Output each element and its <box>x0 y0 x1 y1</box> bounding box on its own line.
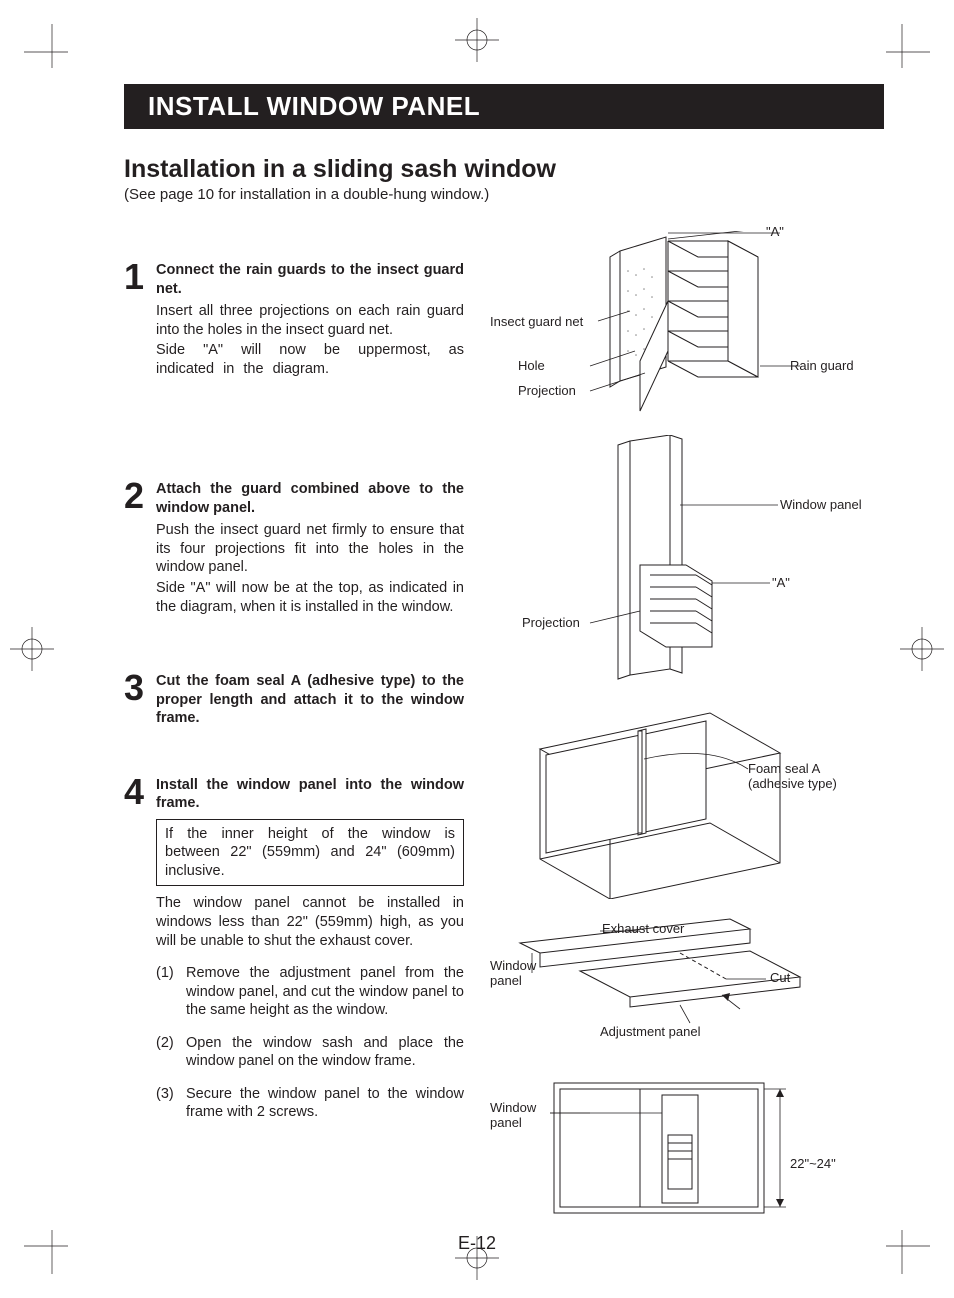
substep-number: (1) <box>156 964 186 1020</box>
step-number: 2 <box>124 480 156 618</box>
crop-mark-tl <box>24 24 68 68</box>
label-insect-guard-net: Insect guard net <box>490 315 583 330</box>
label-adjustment-panel: Adjustment panel <box>600 1025 700 1040</box>
crop-mark-br <box>886 1230 930 1274</box>
label-window-panel-b: panel <box>490 974 522 989</box>
figure-5: Window panel 22"~24" <box>490 1077 884 1237</box>
figure-1: "A" Insect guard net Hole Projection Rai… <box>490 231 884 421</box>
steps-column: 1 Connect the rain guards to the insect … <box>124 231 464 1251</box>
figure-2: Window panel "A" Projection <box>490 435 884 695</box>
step-paragraph: Side "A" will now be at the top, as indi… <box>156 579 464 616</box>
label-a: "A" <box>766 225 784 240</box>
step-number: 3 <box>124 672 156 732</box>
step-paragraph: The window panel cannot be installed in … <box>156 894 464 950</box>
substep-text: Remove the adjustment panel from the win… <box>186 964 464 1020</box>
label-rain-guard: Rain guard <box>790 359 854 374</box>
label-window-panel-a: Window <box>490 1101 536 1116</box>
step-1: 1 Connect the rain guards to the insect … <box>124 261 464 380</box>
label-a: "A" <box>772 576 790 591</box>
substep-number: (2) <box>156 1034 186 1071</box>
label-window-panel: Window panel <box>780 498 862 513</box>
page-number: E-12 <box>458 1233 496 1254</box>
section-subtitle: (See page 10 for installation in a doubl… <box>124 186 884 203</box>
label-exhaust-cover: Exhaust cover <box>602 922 684 937</box>
label-adhesive: (adhesive type) <box>748 777 837 792</box>
step-paragraph: Insert all three projections on each rai… <box>156 302 464 339</box>
substep: (1) Remove the adjustment panel from the… <box>156 964 464 1020</box>
figure-3: Foam seal A (adhesive type) <box>490 709 884 899</box>
substep-number: (3) <box>156 1085 186 1122</box>
section-banner: INSTALL WINDOW PANEL <box>124 84 884 129</box>
label-hole: Hole <box>518 359 545 374</box>
substep-text: Open the window sash and place the windo… <box>186 1034 464 1071</box>
step-4: 4 Install the window panel into the wind… <box>124 776 464 1136</box>
section-title: Installation in a sliding sash window <box>124 155 884 184</box>
label-projection: Projection <box>518 384 576 399</box>
substep-text: Secure the window panel to the window fr… <box>186 1085 464 1122</box>
diagram-2 <box>490 435 860 695</box>
registration-right <box>900 627 944 671</box>
crop-mark-tr <box>886 24 930 68</box>
registration-left <box>10 627 54 671</box>
step-2: 2 Attach the guard combined above to the… <box>124 480 464 618</box>
label-dimension: 22"~24" <box>790 1157 836 1172</box>
figures-column: "A" Insect guard net Hole Projection Rai… <box>490 231 884 1251</box>
step-number: 1 <box>124 261 156 380</box>
figure-4: Exhaust cover Window panel Cut Adjustmen… <box>490 913 884 1063</box>
diagram-3 <box>490 709 860 899</box>
step-heading: Attach the guard combined above to the w… <box>156 480 464 517</box>
label-cut: Cut <box>770 971 790 986</box>
step-paragraph: Push the insect guard net firmly to ensu… <box>156 521 464 577</box>
step-heading: Connect the rain guards to the insect gu… <box>156 261 464 298</box>
label-window-panel-a: Window <box>490 959 536 974</box>
step-heading: Install the window panel into the window… <box>156 776 464 813</box>
step-heading: Cut the foam seal A (adhesive type) to t… <box>156 672 464 728</box>
page-content: INSTALL WINDOW PANEL Installation in a s… <box>124 84 884 1228</box>
substeps: (1) Remove the adjustment panel from the… <box>156 964 464 1122</box>
substep: (3) Secure the window panel to the windo… <box>156 1085 464 1122</box>
registration-top <box>455 18 499 62</box>
crop-mark-bl <box>24 1230 68 1274</box>
step-3: 3 Cut the foam seal A (adhesive type) to… <box>124 672 464 732</box>
banner-text: INSTALL WINDOW PANEL <box>148 91 480 122</box>
step-paragraph: Side "A" will now be uppermost, as indic… <box>156 341 464 378</box>
substep: (2) Open the window sash and place the w… <box>156 1034 464 1071</box>
label-window-panel-b: panel <box>490 1116 522 1131</box>
step-number: 4 <box>124 776 156 1136</box>
note-box: If the inner height of the window is bet… <box>156 819 464 887</box>
label-projection: Projection <box>522 616 580 631</box>
label-foam-seal: Foam seal A <box>748 762 820 777</box>
